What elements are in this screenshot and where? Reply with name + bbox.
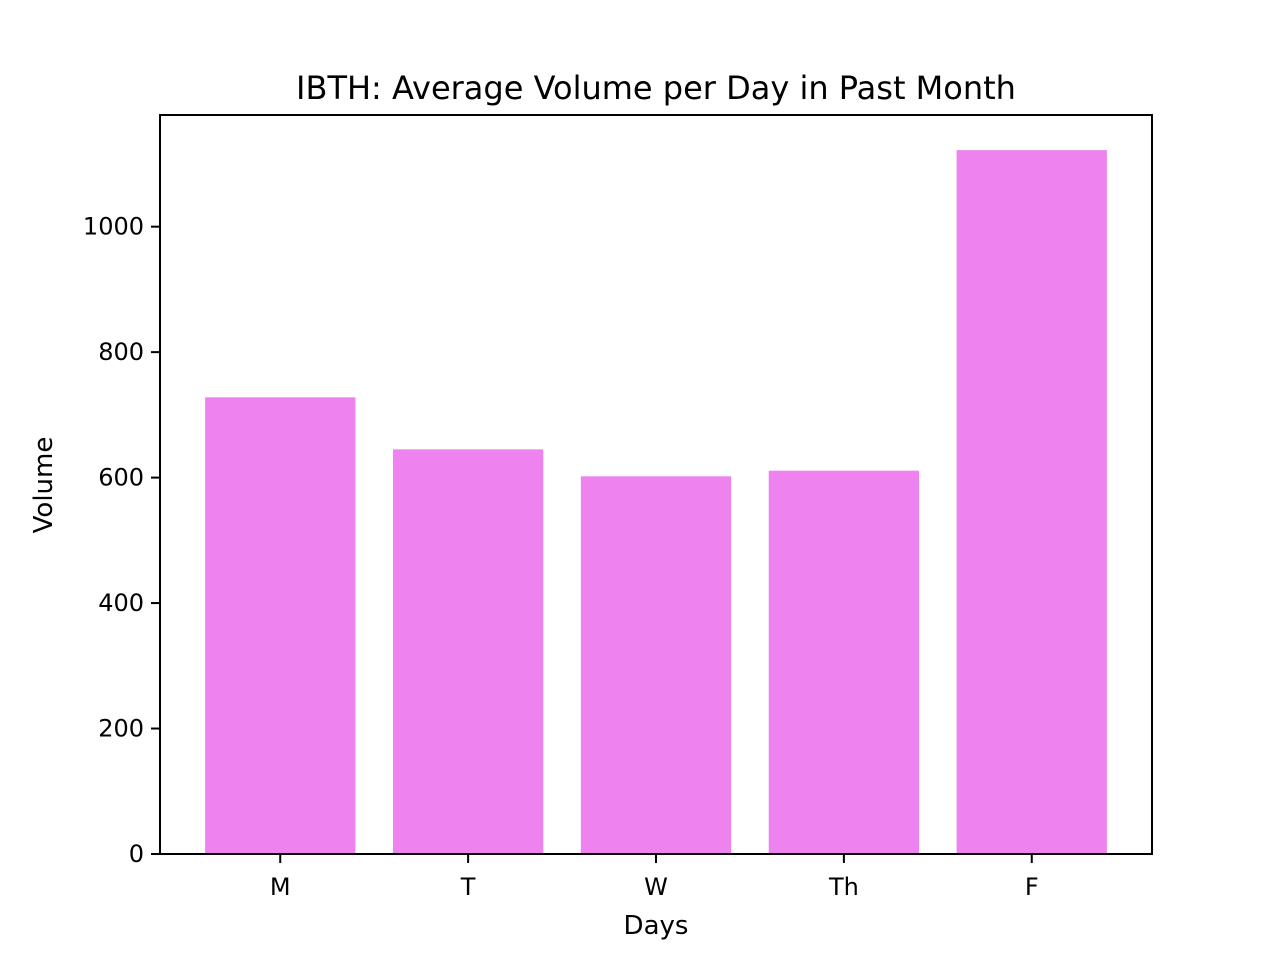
bar-w (580, 476, 732, 854)
x-tick-label: F (1025, 873, 1039, 901)
y-tick-label: 600 (98, 464, 144, 492)
y-tick-label: 200 (98, 715, 144, 743)
y-tick-label: 400 (98, 589, 144, 617)
chart-title: IBTH: Average Volume per Day in Past Mon… (296, 69, 1016, 107)
y-tick-label: 800 (98, 338, 144, 366)
y-tick-label: 1000 (83, 213, 144, 241)
x-tick-label: Th (828, 873, 859, 901)
y-axis-ticks: 0 200 400 600 800 1000 (83, 213, 160, 868)
y-tick-label: 0 (129, 840, 144, 868)
plot-area-frame (159, 114, 1153, 855)
x-tick-label: T (460, 873, 476, 901)
y-axis-label: Volume (29, 437, 59, 534)
bar-f (956, 150, 1107, 854)
bars-group (205, 150, 1107, 854)
x-tick-label: W (644, 873, 668, 901)
x-axis-label: Days (624, 911, 689, 941)
x-tick-label: M (270, 873, 291, 901)
bar-th (768, 470, 920, 854)
bar-t (392, 449, 544, 854)
bar-m (205, 397, 356, 854)
x-axis-ticks: M T W Th F (270, 854, 1039, 901)
